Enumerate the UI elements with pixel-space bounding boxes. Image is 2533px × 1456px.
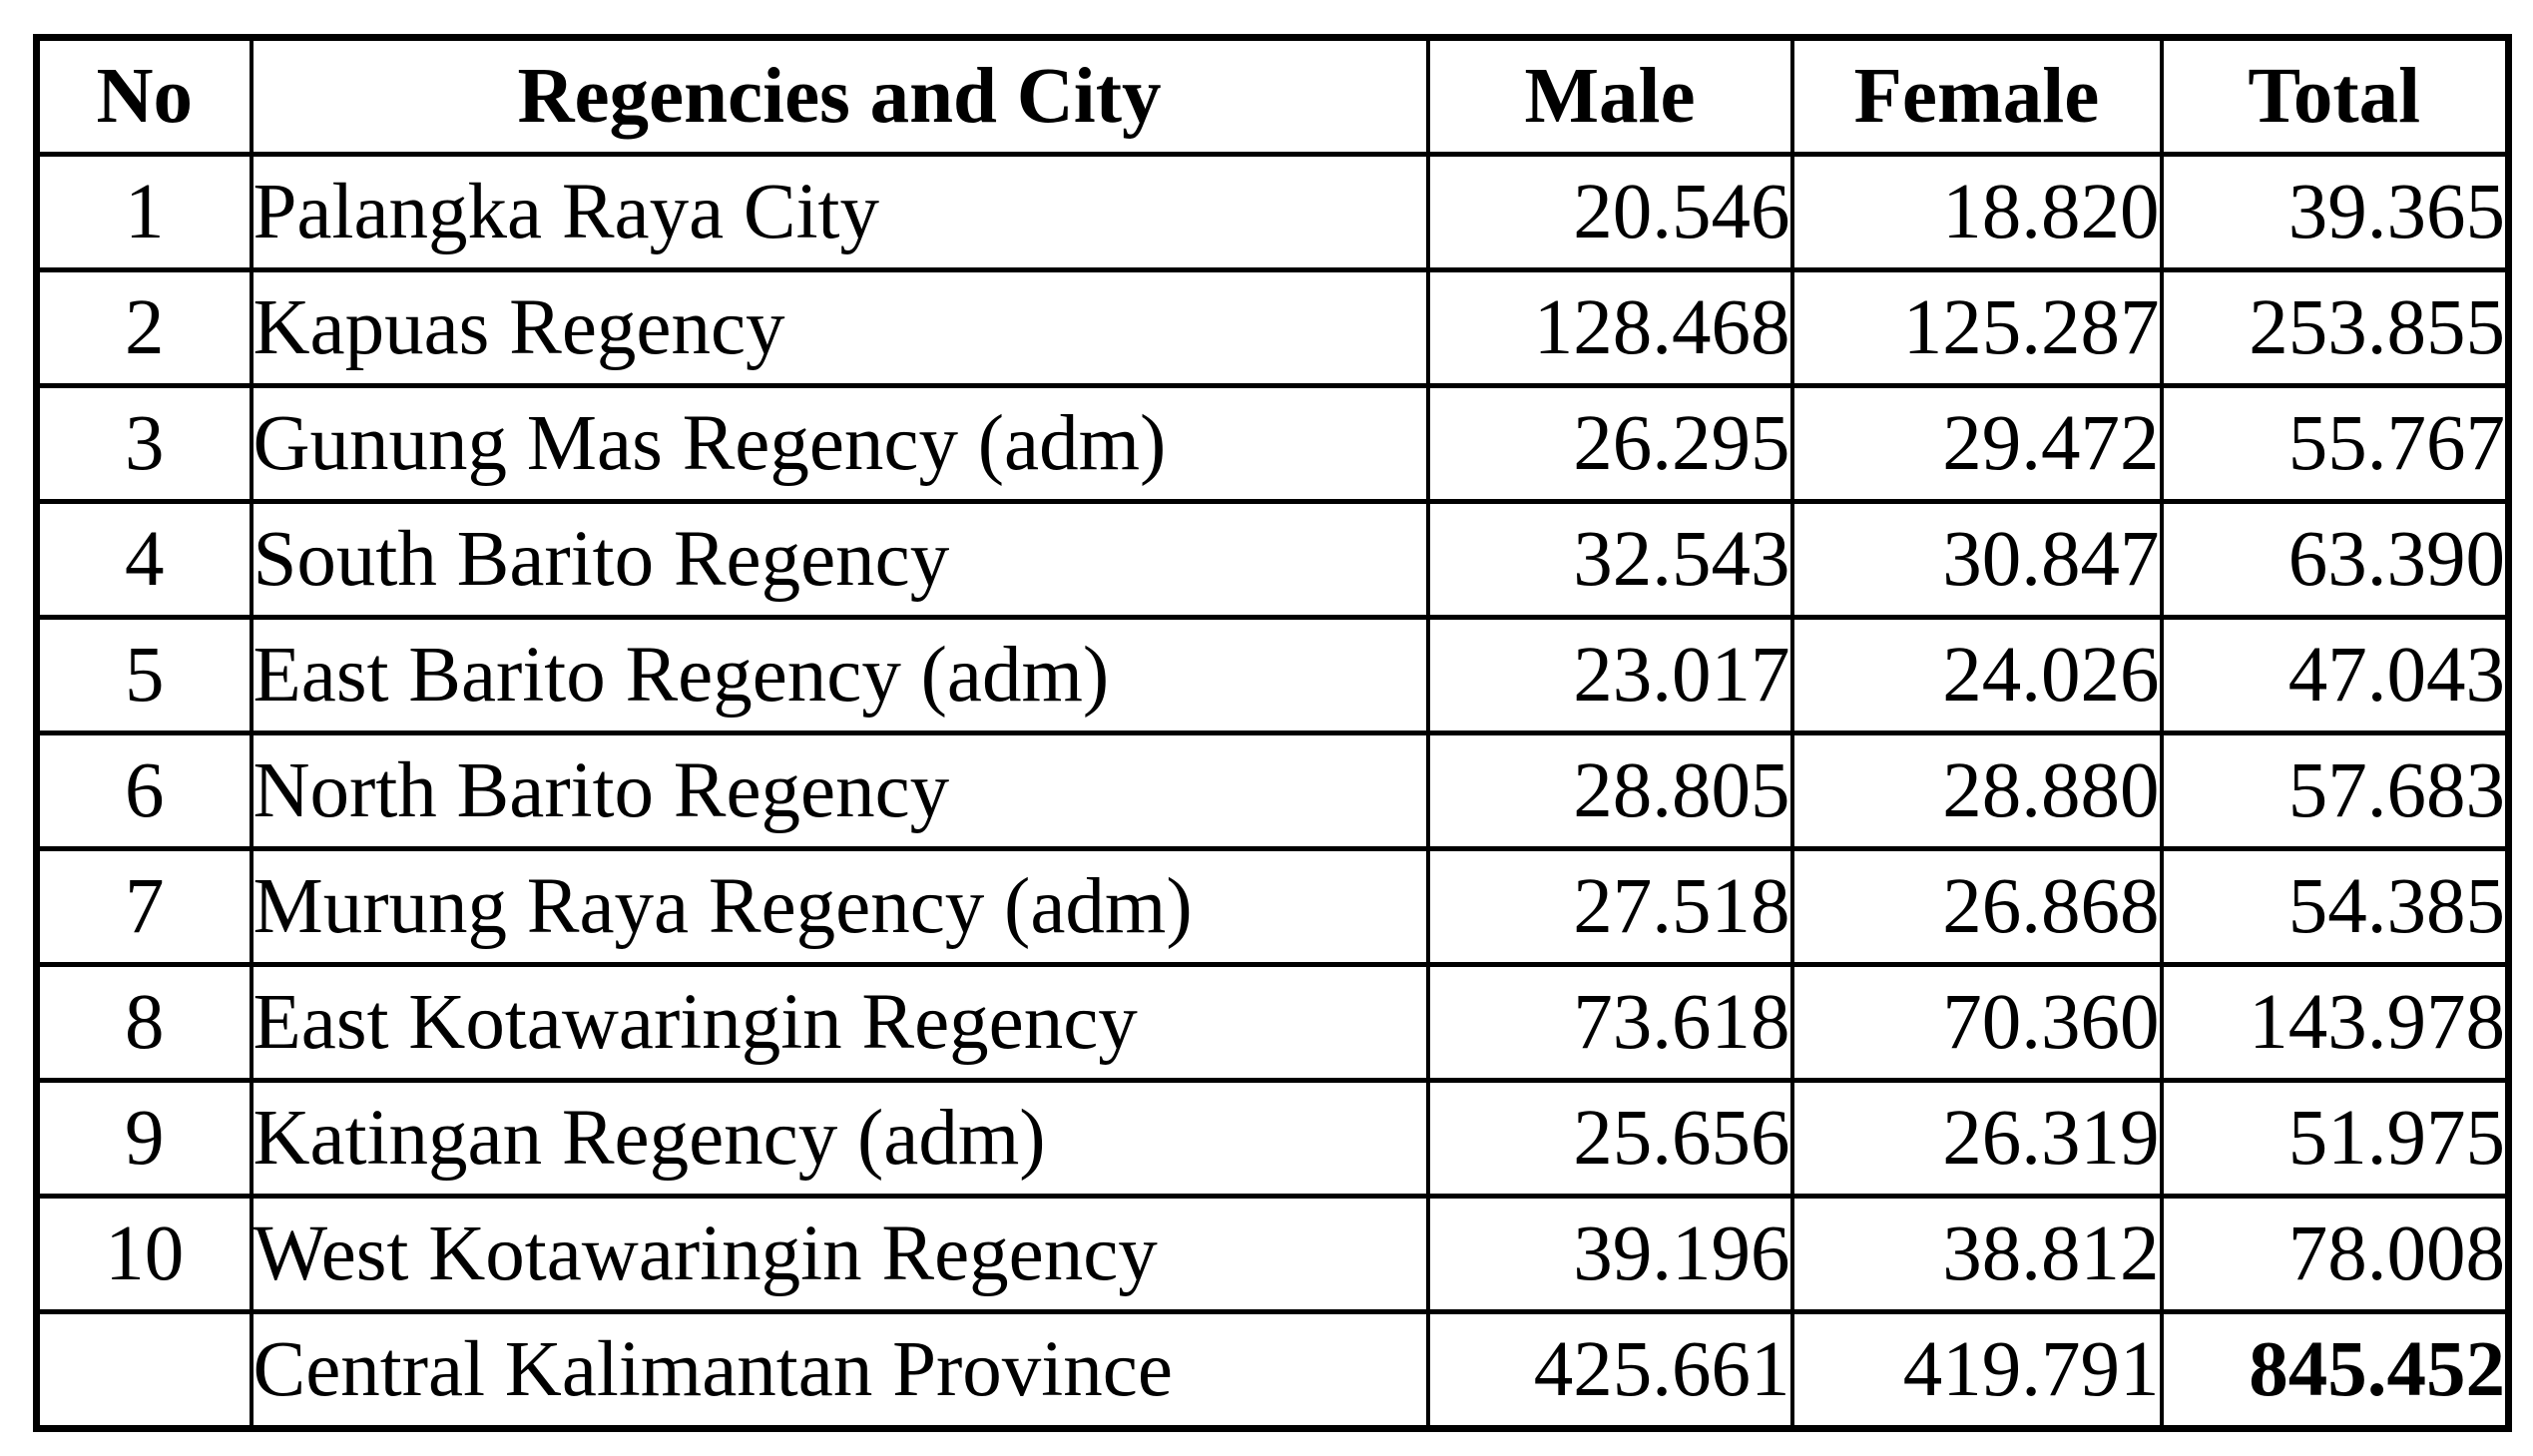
header-no: No — [34, 35, 253, 157]
male-count-cell: 39.196 — [1425, 1194, 1794, 1314]
header-row: No Regencies and City Male Female Total — [34, 35, 2511, 157]
table-row: 6 North Barito Regency 28.805 28.880 57.… — [34, 730, 2511, 851]
male-count-cell: 28.805 — [1425, 730, 1794, 851]
total-count-cell: 78.008 — [2159, 1194, 2511, 1314]
regency-name-cell: Murung Raya Regency (adm) — [249, 846, 1430, 967]
regency-name-cell: North Barito Regency — [249, 730, 1430, 851]
female-count-cell: 30.847 — [1789, 499, 2164, 620]
female-count-cell: 38.812 — [1789, 1194, 2164, 1314]
female-count-cell: 26.868 — [1789, 846, 2164, 967]
header-male: Male — [1425, 35, 1794, 157]
row-no-cell: 9 — [34, 1078, 253, 1199]
male-count-cell: 73.618 — [1425, 962, 1794, 1083]
total-count-cell: 55.767 — [2159, 383, 2511, 504]
table-row: 4 South Barito Regency 32.543 30.847 63.… — [34, 499, 2511, 620]
total-count-cell: 54.385 — [2159, 846, 2511, 967]
row-no-cell: 7 — [34, 846, 253, 967]
male-count-cell: 26.295 — [1425, 383, 1794, 504]
province-name-cell: Central Kalimantan Province — [249, 1309, 1430, 1431]
table-row: 1 Palangka Raya City 20.546 18.820 39.36… — [34, 152, 2511, 272]
female-count-cell: 28.880 — [1789, 730, 2164, 851]
male-count-cell: 32.543 — [1425, 499, 1794, 620]
table-row: 8 East Kotawaringin Regency 73.618 70.36… — [34, 962, 2511, 1083]
total-count-cell: 51.975 — [2159, 1078, 2511, 1199]
table-row: 2 Kapuas Regency 128.468 125.287 253.855 — [34, 267, 2511, 388]
row-no-cell: 10 — [34, 1194, 253, 1314]
total-count-cell: 57.683 — [2159, 730, 2511, 851]
regency-name-cell: Katingan Regency (adm) — [249, 1078, 1430, 1199]
total-count-cell: 47.043 — [2159, 615, 2511, 735]
female-count-cell: 29.472 — [1789, 383, 2164, 504]
male-total-cell: 425.661 — [1425, 1309, 1794, 1431]
female-count-cell: 24.026 — [1789, 615, 2164, 735]
table-row: 10 West Kotawaringin Regency 39.196 38.8… — [34, 1194, 2511, 1314]
male-count-cell: 20.546 — [1425, 152, 1794, 272]
regency-name-cell: Gunung Mas Regency (adm) — [249, 383, 1430, 504]
female-count-cell: 18.820 — [1789, 152, 2164, 272]
regency-name-cell: South Barito Regency — [249, 499, 1430, 620]
female-total-cell: 419.791 — [1789, 1309, 2164, 1431]
header-female: Female — [1789, 35, 2164, 157]
female-count-cell: 125.287 — [1789, 267, 2164, 388]
row-no-cell: 6 — [34, 730, 253, 851]
summary-row: Central Kalimantan Province 425.661 419.… — [34, 1309, 2511, 1431]
row-no-cell: 1 — [34, 152, 253, 272]
population-table: No Regencies and City Male Female Total … — [33, 34, 2512, 1432]
table-row: 5 East Barito Regency (adm) 23.017 24.02… — [34, 615, 2511, 735]
table-row: 3 Gunung Mas Regency (adm) 26.295 29.472… — [34, 383, 2511, 504]
header-total: Total — [2159, 35, 2511, 157]
male-count-cell: 23.017 — [1425, 615, 1794, 735]
table-row: 7 Murung Raya Regency (adm) 27.518 26.86… — [34, 846, 2511, 967]
table-row: 9 Katingan Regency (adm) 25.656 26.319 5… — [34, 1078, 2511, 1199]
total-count-cell: 143.978 — [2159, 962, 2511, 1083]
total-count-cell: 39.365 — [2159, 152, 2511, 272]
row-no-cell: 8 — [34, 962, 253, 1083]
row-no-cell: 2 — [34, 267, 253, 388]
regency-name-cell: East Barito Regency (adm) — [249, 615, 1430, 735]
grand-total-cell: 845.452 — [2159, 1309, 2511, 1431]
male-count-cell: 27.518 — [1425, 846, 1794, 967]
total-count-cell: 253.855 — [2159, 267, 2511, 388]
female-count-cell: 70.360 — [1789, 962, 2164, 1083]
total-count-cell: 63.390 — [2159, 499, 2511, 620]
male-count-cell: 128.468 — [1425, 267, 1794, 388]
row-no-cell: 3 — [34, 383, 253, 504]
regency-name-cell: Kapuas Regency — [249, 267, 1430, 388]
row-no-cell — [34, 1309, 253, 1431]
female-count-cell: 26.319 — [1789, 1078, 2164, 1199]
header-regencies-and-city: Regencies and City — [249, 35, 1430, 157]
regency-name-cell: West Kotawaringin Regency — [249, 1194, 1430, 1314]
row-no-cell: 5 — [34, 615, 253, 735]
regency-name-cell: East Kotawaringin Regency — [249, 962, 1430, 1083]
male-count-cell: 25.656 — [1425, 1078, 1794, 1199]
row-no-cell: 4 — [34, 499, 253, 620]
regency-name-cell: Palangka Raya City — [249, 152, 1430, 272]
